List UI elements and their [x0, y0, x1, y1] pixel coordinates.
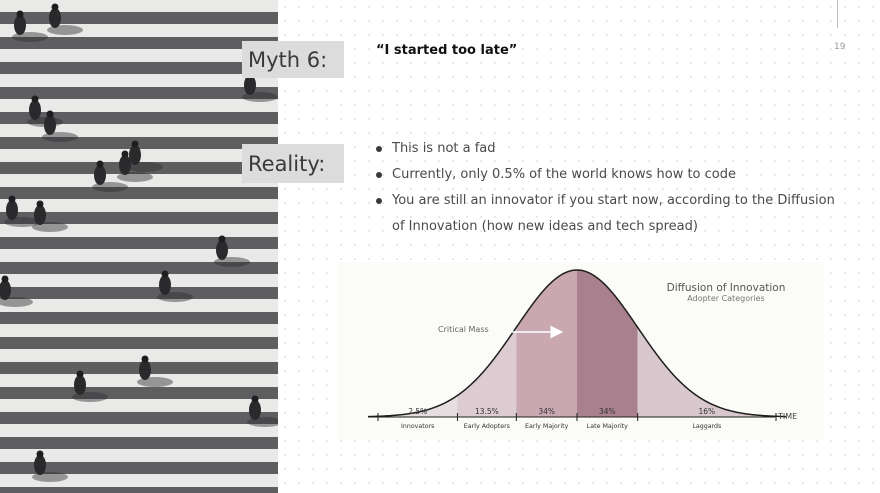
bullet-item: This is not a fad [374, 136, 844, 162]
category-label: Early Adopters [464, 423, 510, 430]
bell-curve [368, 269, 786, 418]
segment-percent-label: 13.5% [475, 407, 499, 416]
crosswalk-illustration [0, 0, 278, 493]
bullet-item: You are still an innovator if you start … [374, 188, 844, 240]
reality-bullet-list: This is not a fad Currently, only 0.5% o… [374, 136, 844, 240]
top-divider-line [837, 0, 838, 28]
time-axis-label: TIME [777, 412, 797, 421]
critical-mass-label: Critical Mass [438, 325, 489, 334]
adopter-segment [637, 327, 776, 417]
category-label: Laggards [692, 423, 721, 430]
chart-title: Diffusion of Innovation [667, 282, 786, 294]
page-number: 19 [834, 42, 846, 52]
category-label: Innovators [401, 423, 434, 430]
diffusion-chart: 2.5% Innovators 13.5% Early Adopters 34% Earl… [338, 262, 824, 440]
segment-percent-label: 2.5% [408, 407, 427, 416]
diffusion-chart-svg: 2.5% Innovators 13.5% Early Adopters 34% Earl… [368, 269, 797, 430]
segment-percent-label: 34% [538, 407, 555, 416]
category-label: Late Majority [587, 423, 628, 430]
adopter-segment [577, 270, 638, 417]
myth-title: “I started too late” [376, 43, 518, 58]
adopter-segment [516, 270, 577, 417]
adopter-segment [378, 395, 458, 417]
segment-percent-label: 34% [599, 407, 616, 416]
chart-subtitle: Adopter Categories [687, 294, 764, 303]
bullet-item: Currently, only 0.5% of the world knows … [374, 162, 844, 188]
segment-percent-label: 16% [698, 407, 715, 416]
category-label: Early Majority [525, 423, 569, 430]
crosswalk-photo [0, 0, 278, 493]
reality-label: Reality: [242, 144, 344, 183]
myth-label: Myth 6: [242, 41, 344, 78]
